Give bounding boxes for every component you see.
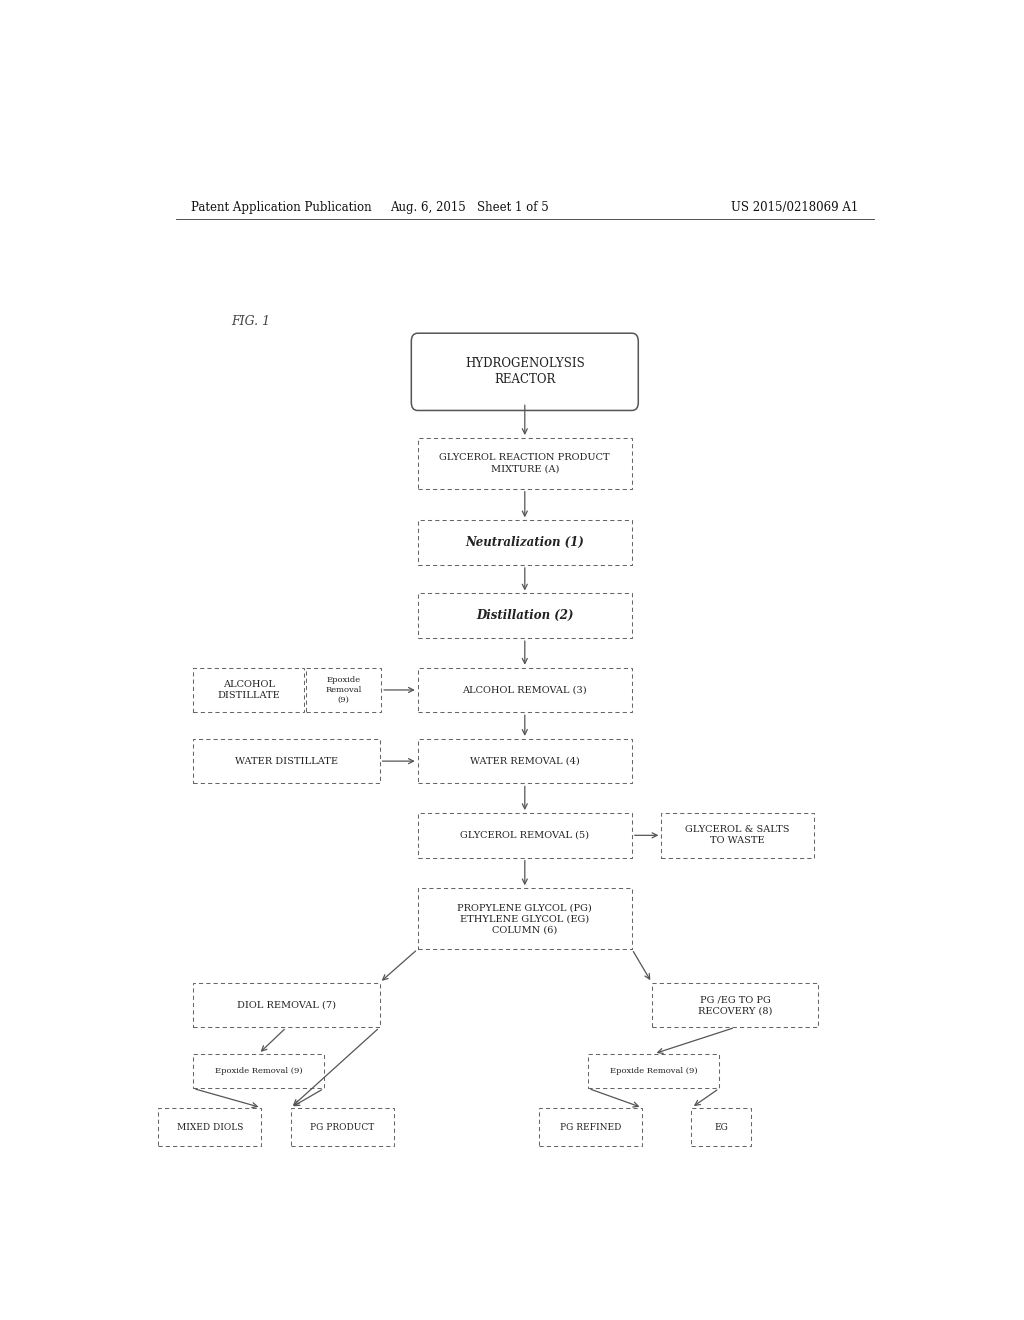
Text: Aug. 6, 2015   Sheet 1 of 5: Aug. 6, 2015 Sheet 1 of 5 <box>390 201 549 214</box>
FancyBboxPatch shape <box>418 813 632 858</box>
FancyBboxPatch shape <box>306 668 381 713</box>
FancyBboxPatch shape <box>662 813 814 858</box>
Text: PROPYLENE GLYCOL (PG)
ETHYLENE GLYCOL (EG)
COLUMN (6): PROPYLENE GLYCOL (PG) ETHYLENE GLYCOL (E… <box>458 903 592 935</box>
FancyBboxPatch shape <box>418 594 632 638</box>
Text: US 2015/0218069 A1: US 2015/0218069 A1 <box>731 201 858 214</box>
Text: Epoxide Removal (9): Epoxide Removal (9) <box>215 1067 302 1074</box>
Text: GLYCEROL & SALTS
TO WASTE: GLYCEROL & SALTS TO WASTE <box>685 825 790 845</box>
Text: Distillation (2): Distillation (2) <box>476 610 573 622</box>
FancyBboxPatch shape <box>291 1107 394 1146</box>
Text: Epoxide
Removal
(9): Epoxide Removal (9) <box>326 676 361 704</box>
FancyBboxPatch shape <box>194 982 380 1027</box>
Text: HYDROGENOLYSIS
REACTOR: HYDROGENOLYSIS REACTOR <box>465 358 585 387</box>
FancyBboxPatch shape <box>418 668 632 713</box>
FancyBboxPatch shape <box>418 888 632 949</box>
Text: Epoxide Removal (9): Epoxide Removal (9) <box>610 1067 697 1074</box>
FancyBboxPatch shape <box>412 333 638 411</box>
Text: PG PRODUCT: PG PRODUCT <box>310 1122 375 1131</box>
Text: WATER REMOVAL (4): WATER REMOVAL (4) <box>470 756 580 766</box>
FancyBboxPatch shape <box>194 668 304 713</box>
Text: EG: EG <box>715 1122 728 1131</box>
FancyBboxPatch shape <box>691 1107 751 1146</box>
FancyBboxPatch shape <box>194 739 380 784</box>
FancyBboxPatch shape <box>588 1053 719 1089</box>
Text: MIXED DIOLS: MIXED DIOLS <box>176 1122 243 1131</box>
Text: PG /EG TO PG
RECOVERY (8): PG /EG TO PG RECOVERY (8) <box>698 995 772 1015</box>
Text: GLYCEROL REMOVAL (5): GLYCEROL REMOVAL (5) <box>461 830 589 840</box>
FancyBboxPatch shape <box>418 520 632 565</box>
FancyBboxPatch shape <box>652 982 818 1027</box>
Text: DIOL REMOVAL (7): DIOL REMOVAL (7) <box>237 1001 336 1010</box>
FancyBboxPatch shape <box>418 739 632 784</box>
Text: Patent Application Publication: Patent Application Publication <box>191 201 372 214</box>
Text: Neutralization (1): Neutralization (1) <box>466 536 584 549</box>
Text: ALCOHOL REMOVAL (3): ALCOHOL REMOVAL (3) <box>463 685 587 694</box>
FancyBboxPatch shape <box>539 1107 642 1146</box>
FancyBboxPatch shape <box>158 1107 261 1146</box>
Text: WATER DISTILLATE: WATER DISTILLATE <box>234 756 338 766</box>
Text: GLYCEROL REACTION PRODUCT
MIXTURE (A): GLYCEROL REACTION PRODUCT MIXTURE (A) <box>439 453 610 474</box>
Text: PG REFINED: PG REFINED <box>560 1122 622 1131</box>
Text: ALCOHOL
DISTILLATE: ALCOHOL DISTILLATE <box>217 680 280 700</box>
Text: FIG. 1: FIG. 1 <box>231 314 270 327</box>
FancyBboxPatch shape <box>194 1053 324 1089</box>
FancyBboxPatch shape <box>418 438 632 488</box>
